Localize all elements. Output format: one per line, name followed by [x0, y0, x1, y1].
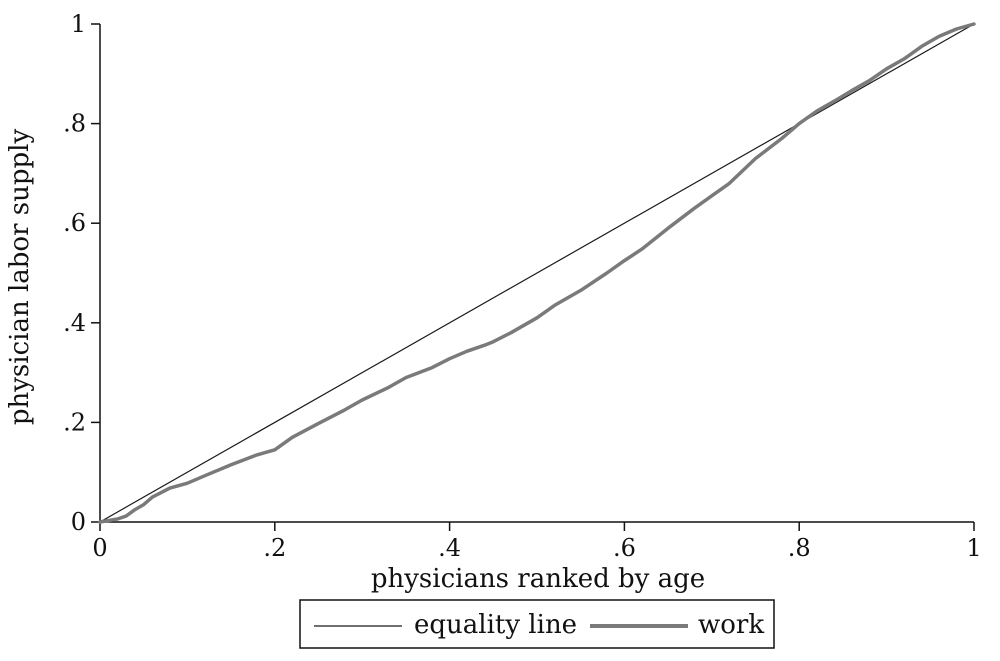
- x-tick-label: .6: [613, 534, 636, 562]
- legend: equality line work: [299, 599, 775, 649]
- x-tick-label: 0: [92, 534, 107, 562]
- y-tick-label: .8: [63, 110, 86, 138]
- y-tick-label: 1: [71, 10, 86, 38]
- x-axis-title: physicians ranked by age: [371, 564, 705, 594]
- plot-frame: [99, 24, 974, 523]
- legend-label-equality-line: equality line: [414, 610, 577, 640]
- x-tick-label: .8: [788, 534, 811, 562]
- legend-box: [299, 599, 775, 649]
- y-tick-label: .6: [63, 209, 86, 237]
- y-tick-label: .4: [63, 309, 86, 337]
- y-axis-title: physician labor supply: [5, 129, 35, 426]
- series-line-work: [98, 22, 976, 524]
- x-tick-label: .4: [438, 534, 461, 562]
- series-line-equality-line: [99, 23, 975, 523]
- legend-label-work: work: [698, 610, 764, 640]
- x-axis: 0 .2 .4 .6 .8 1: [92, 522, 982, 562]
- plot-lines: [98, 22, 976, 524]
- x-tick-label: .2: [263, 534, 286, 562]
- y-axis: 0 .2 .4 .6 .8 1: [63, 10, 100, 536]
- y-tick-label: .2: [63, 408, 86, 436]
- y-tick-label: 0: [71, 508, 86, 536]
- x-tick-label: 1: [966, 534, 981, 562]
